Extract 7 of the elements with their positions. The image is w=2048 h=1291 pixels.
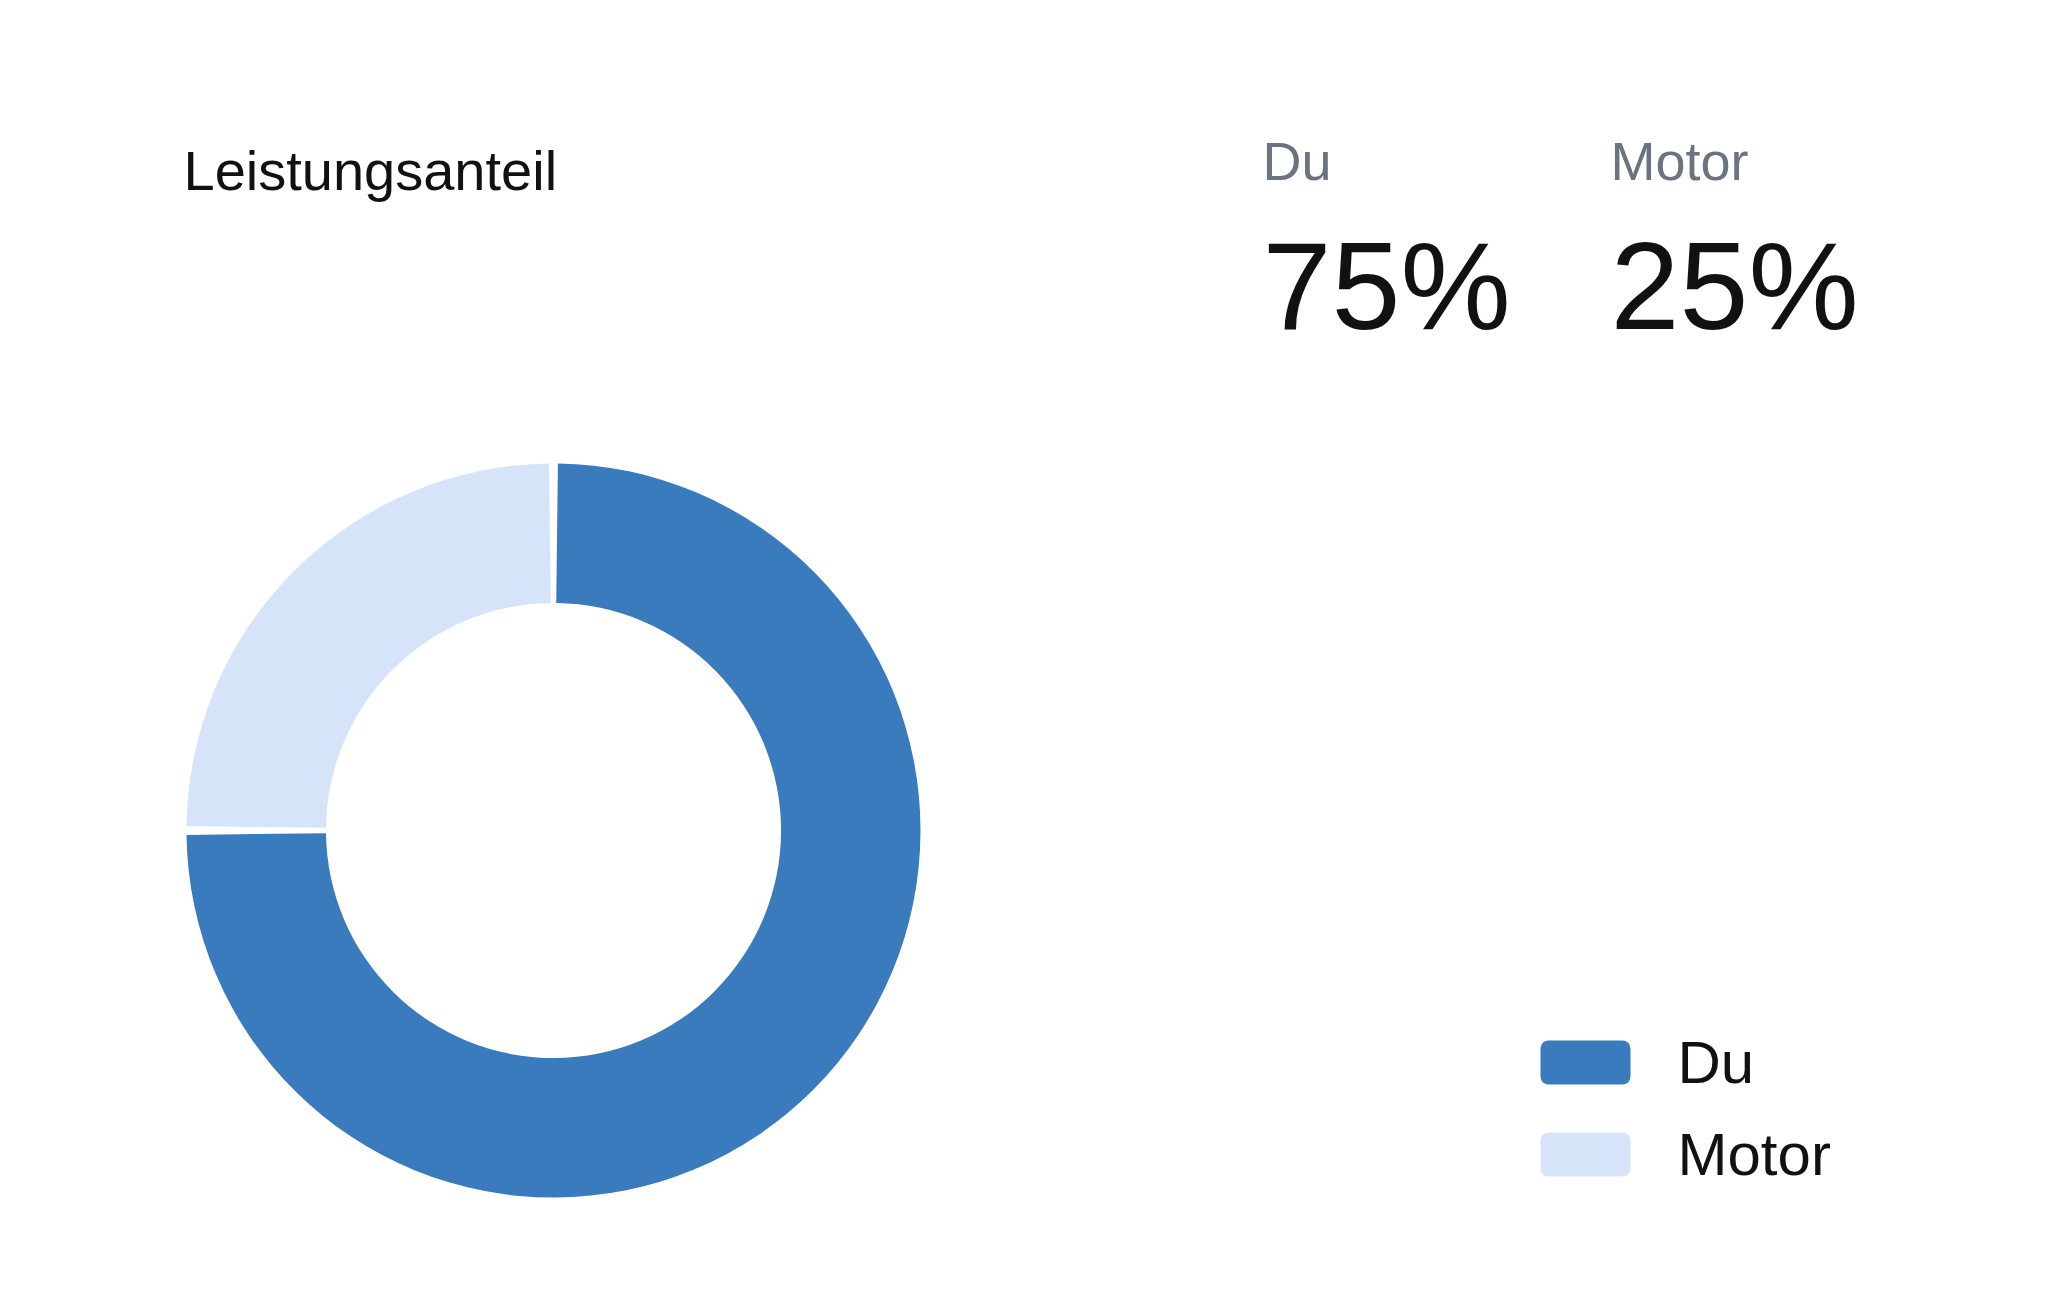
text: 75%	[1262, 216, 1511, 355]
chart-title: Leistungsanteil	[183, 139, 558, 202]
legend-label: Motor	[1677, 1121, 1831, 1188]
text: Motor	[1610, 130, 1749, 191]
text: Du	[1262, 130, 1332, 191]
text: 25%	[1610, 216, 1859, 355]
legend-label: Du	[1677, 1029, 1755, 1096]
